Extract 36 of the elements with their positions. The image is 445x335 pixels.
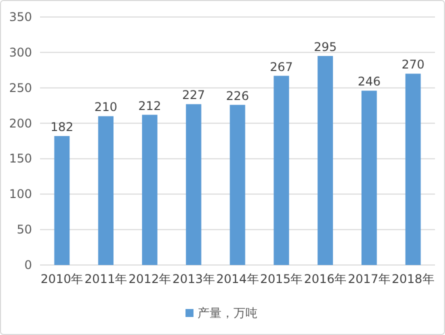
bar bbox=[54, 136, 70, 265]
bar bbox=[186, 104, 202, 265]
y-tick-label: 200 bbox=[9, 116, 32, 130]
data-label: 267 bbox=[270, 60, 293, 74]
y-tick-label: 250 bbox=[9, 80, 32, 95]
data-label: 246 bbox=[358, 74, 381, 89]
y-tick-label: 300 bbox=[9, 45, 32, 60]
bar bbox=[230, 104, 246, 265]
data-label: 210 bbox=[94, 100, 118, 114]
x-tick-label: 2018年 bbox=[392, 272, 434, 286]
data-label: 270 bbox=[402, 58, 425, 72]
bar bbox=[98, 116, 114, 265]
data-label: 226 bbox=[226, 88, 249, 103]
y-tick-label: 150 bbox=[9, 152, 32, 166]
bar bbox=[318, 56, 333, 265]
bar bbox=[405, 74, 421, 265]
x-tick-label: 2016年 bbox=[304, 272, 347, 286]
x-tick-label: 2010年 bbox=[40, 272, 84, 286]
data-label: 227 bbox=[182, 88, 206, 102]
y-tick-label: 100 bbox=[9, 187, 32, 202]
y-tick-label: 50 bbox=[16, 222, 32, 237]
y-tick-label: 0 bbox=[24, 258, 32, 272]
bar bbox=[142, 114, 158, 265]
x-tick-label: 2011年 bbox=[84, 272, 128, 286]
data-label: 182 bbox=[50, 120, 74, 134]
legend-label: 产量，万吨 bbox=[198, 306, 258, 320]
x-tick-label: 2014年 bbox=[216, 272, 259, 286]
x-tick-label: 2015年 bbox=[260, 272, 303, 286]
bar bbox=[274, 76, 290, 265]
y-tick-label: 350 bbox=[9, 10, 32, 24]
x-tick-label: 2012年 bbox=[128, 272, 171, 286]
x-tick-label: 2017年 bbox=[348, 272, 390, 286]
x-tick-label: 2013年 bbox=[172, 272, 215, 286]
bar bbox=[361, 90, 377, 265]
data-label: 212 bbox=[138, 98, 162, 113]
data-label: 295 bbox=[314, 40, 337, 54]
